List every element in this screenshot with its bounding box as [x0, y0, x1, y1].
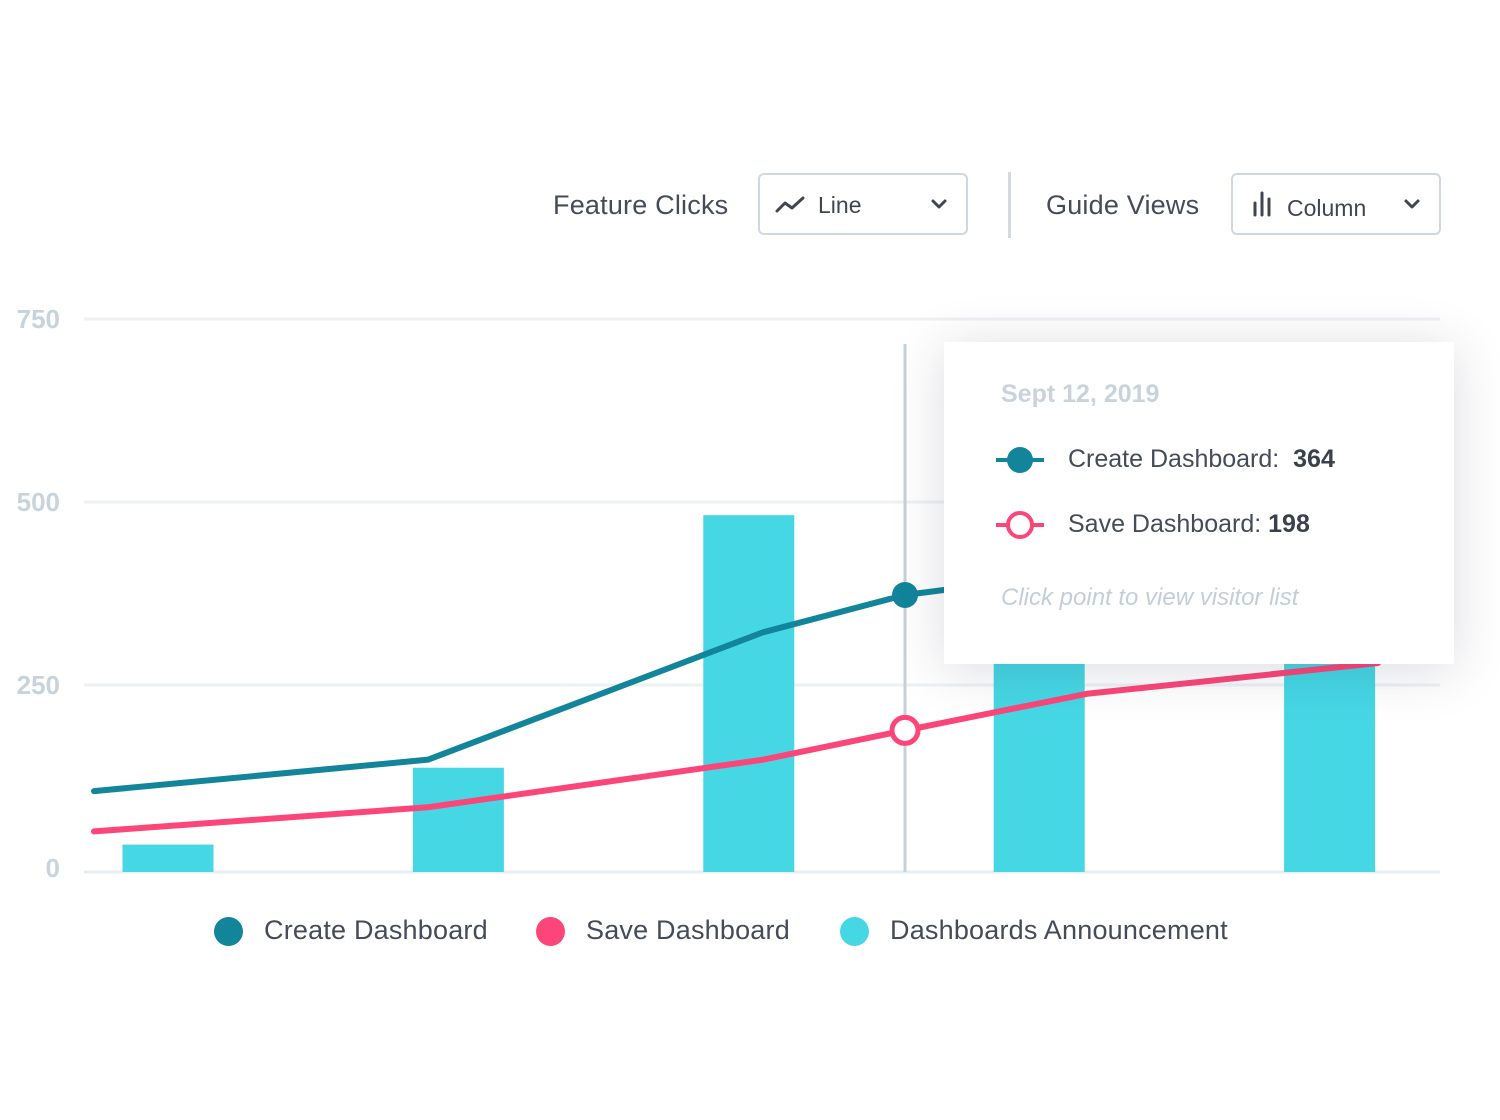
- line-chart-icon: [775, 196, 805, 213]
- tooltip-row-create-dashboard: Create Dashboard: 364: [996, 440, 1436, 480]
- bar-dashboards-announcement[interactable]: [1284, 655, 1376, 872]
- feature-chart-type-dropdown[interactable]: Line: [758, 173, 968, 235]
- bar-dashboards-announcement[interactable]: [412, 767, 504, 872]
- tooltip-save-label: Save Dashboard:: [1068, 510, 1262, 538]
- legend-swatch: [536, 917, 565, 946]
- feature-chart-type-value: Line: [818, 192, 862, 218]
- tooltip-save-value: 198: [1268, 510, 1310, 538]
- line-save-dashboard[interactable]: [91, 660, 1381, 835]
- hover-point-create-dashboard[interactable]: [892, 581, 918, 608]
- legend-label: Save Dashboard: [586, 915, 790, 945]
- tooltip-row-save-dashboard: Save Dashboard: 198: [996, 505, 1436, 545]
- bar-dashboards-announcement[interactable]: [703, 515, 795, 872]
- guide-chart-type-value: Column: [1287, 195, 1367, 221]
- legend-label: Dashboards Announcement: [890, 915, 1228, 945]
- y-tick-label: 500: [17, 487, 60, 517]
- y-tick-label: 750: [17, 304, 60, 334]
- hollow-circle-marker-icon: [996, 511, 1044, 539]
- tooltip-date: Sept 12, 2019: [1001, 380, 1160, 408]
- chart-controls: Feature Clicks Line Guide Views Column: [0, 172, 1500, 238]
- tooltip-create-label: Create Dashboard:: [1068, 445, 1280, 473]
- y-tick-label: 250: [17, 670, 60, 700]
- chevron-down-icon: [931, 199, 947, 209]
- tooltip-create-value: 364: [1293, 445, 1335, 473]
- bar-dashboards-announcement[interactable]: [993, 655, 1085, 872]
- controls-divider: [1008, 172, 1011, 238]
- guide-chart-type-dropdown[interactable]: Column: [1231, 173, 1441, 235]
- legend-label: Create Dashboard: [264, 915, 488, 945]
- chevron-down-icon: [1404, 199, 1420, 209]
- tooltip-hint: Click point to view visitor list: [1001, 584, 1299, 611]
- line-create-dashboard[interactable]: [91, 568, 1090, 795]
- column-chart-icon: [1253, 191, 1271, 217]
- legend-swatch: [214, 917, 243, 946]
- feature-clicks-label: Feature Clicks: [553, 190, 729, 220]
- guide-views-label: Guide Views: [1046, 190, 1200, 220]
- filled-circle-marker-icon: [996, 447, 1044, 473]
- hover-point-save-dashboard[interactable]: [889, 714, 921, 746]
- chart-legend: Create Dashboard Save Dashboard Dashboar…: [0, 910, 1500, 954]
- y-tick-label: 0: [46, 853, 60, 883]
- chart-tooltip: Sept 12, 2019 Create Dashboard: 364 Save…: [944, 342, 1454, 664]
- legend-swatch: [840, 917, 869, 946]
- bar-dashboards-announcement[interactable]: [122, 844, 214, 872]
